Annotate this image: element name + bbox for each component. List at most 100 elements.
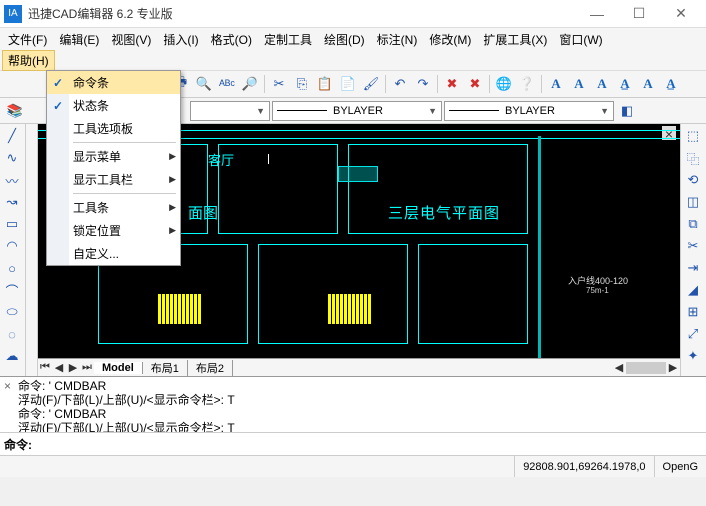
- menu-insert[interactable]: 插入(I): [157, 29, 204, 50]
- offset-tool[interactable]: ◫: [683, 192, 703, 212]
- chevron-down-icon[interactable]: ▼: [256, 106, 265, 116]
- help-dropdown: ✓命令条 ✓状态条 工具选项板 显示菜单▶ 显示工具栏▶ 工具条▶ 锁定位置▶ …: [46, 70, 181, 266]
- spellcheck-button[interactable]: ᴬᴮᶜ: [216, 73, 238, 95]
- modify-toolbar: ⬚ ⿻ ⟲ ◫ ⧉ ✂ ⇥ ◢ ⊞ ⤢ ✦: [680, 124, 706, 376]
- layer-combo[interactable]: ▼: [190, 101, 270, 121]
- tab-layout2[interactable]: 布局2: [188, 360, 233, 376]
- paste2-button[interactable]: 📄: [337, 73, 359, 95]
- stairs-2: [328, 294, 372, 327]
- layout-tabbar: ⏮ ◀ ▶ ⏭ Model 布局1 布局2 ◀ ▶: [38, 358, 680, 376]
- copy-button[interactable]: ⎘: [291, 73, 313, 95]
- text-a2[interactable]: A: [568, 73, 590, 95]
- dm-cmdbar[interactable]: ✓命令条: [47, 71, 180, 94]
- hscroll-left[interactable]: ◀: [612, 361, 626, 374]
- spline-tool[interactable]: 〰: [2, 170, 22, 190]
- text-a3[interactable]: A: [591, 73, 613, 95]
- cmd-close-icon[interactable]: ×: [4, 379, 18, 430]
- minimize-button[interactable]: —: [576, 0, 618, 28]
- chevron-down-icon[interactable]: ▼: [428, 106, 437, 116]
- rotate-tool[interactable]: ⟲: [683, 170, 703, 190]
- extend-tool[interactable]: ⇥: [683, 258, 703, 278]
- maximize-button[interactable]: ☐: [618, 0, 660, 28]
- command-line[interactable]: 命令:: [0, 433, 706, 455]
- array-tool[interactable]: ⊞: [683, 302, 703, 322]
- fillet-tool[interactable]: ◢: [683, 280, 703, 300]
- chevron-down-icon[interactable]: ▼: [600, 106, 609, 116]
- dm-showmenu[interactable]: 显示菜单▶: [47, 145, 180, 168]
- statusbar: 92808.901,69264.1978,0 OpenG: [0, 455, 706, 477]
- erase-button[interactable]: ✖: [441, 73, 463, 95]
- figure-label-2: 三层电气平面图: [388, 202, 500, 223]
- line-tool[interactable]: ╱: [2, 126, 22, 146]
- linetype-combo[interactable]: BYLAYER ▼: [272, 101, 442, 121]
- paste-button[interactable]: 📋: [314, 73, 336, 95]
- menu-exttools[interactable]: 扩展工具(X): [477, 29, 553, 50]
- point-tool[interactable]: ◌: [2, 324, 22, 344]
- titlebar: IA 迅捷CAD编辑器 6.2 专业版 — ☐ ✕: [0, 0, 706, 28]
- mirror-tool[interactable]: ⧉: [683, 214, 703, 234]
- menu-file[interactable]: 文件(F): [2, 29, 53, 50]
- dm-lockpos[interactable]: 锁定位置▶: [47, 219, 180, 242]
- command-history: × 命令: ' CMDBAR 浮动(F)/下部(L)/上部(U)/<显示命令栏>…: [0, 377, 706, 433]
- arc2-tool[interactable]: ⌒: [2, 280, 22, 300]
- dm-customize[interactable]: 自定义...: [47, 242, 180, 265]
- color-swatch[interactable]: ◧: [616, 100, 638, 122]
- preview-button[interactable]: 🔍: [193, 73, 215, 95]
- text-a1[interactable]: A: [545, 73, 567, 95]
- dm-toolpalette[interactable]: 工具选项板: [47, 117, 180, 140]
- layer-button[interactable]: 📚: [4, 100, 26, 122]
- menubar: 文件(F) 编辑(E) 视图(V) 插入(I) 格式(O) 定制工具 绘图(D)…: [0, 28, 706, 50]
- dm-showtoolbar[interactable]: 显示工具栏▶: [47, 168, 180, 191]
- copy-tool[interactable]: ⿻: [683, 148, 703, 168]
- lineweight-combo[interactable]: BYLAYER ▼: [444, 101, 614, 121]
- window-title: 迅捷CAD编辑器 6.2 专业版: [28, 5, 576, 22]
- command-prompt: 命令:: [4, 436, 32, 453]
- redo-button[interactable]: ↷: [412, 73, 434, 95]
- find-button[interactable]: 🔎: [239, 73, 261, 95]
- tab-model[interactable]: Model: [94, 362, 143, 374]
- hscroll-thumb[interactable]: [626, 362, 666, 374]
- menu-edit[interactable]: 编辑(E): [53, 29, 105, 50]
- menu-view[interactable]: 视图(V): [105, 29, 157, 50]
- tab-first[interactable]: ⏮: [38, 361, 52, 374]
- menu-custom[interactable]: 定制工具: [258, 29, 318, 50]
- command-area: × 命令: ' CMDBAR 浮动(F)/下部(L)/上部(U)/<显示命令栏>…: [0, 376, 706, 455]
- draw-toolbar: ╱ ∿ 〰 ↝ ▭ ◠ ○ ⌒ ⬭ ◌ ☁: [0, 124, 26, 376]
- circle-tool[interactable]: ○: [2, 258, 22, 278]
- text-a6[interactable]: A̲: [660, 73, 682, 95]
- text-a5[interactable]: A: [637, 73, 659, 95]
- ellipse-tool[interactable]: ⬭: [2, 302, 22, 322]
- undo-button[interactable]: ↶: [389, 73, 411, 95]
- move-tool[interactable]: ⬚: [683, 126, 703, 146]
- linetype-value: BYLAYER: [333, 105, 424, 117]
- erase2-button[interactable]: ✖: [464, 73, 486, 95]
- match-button[interactable]: 🖌: [360, 73, 382, 95]
- pline-tool[interactable]: ↝: [2, 192, 22, 212]
- text-a4[interactable]: A̲: [614, 73, 636, 95]
- dm-statusbar[interactable]: ✓状态条: [47, 94, 180, 117]
- menu-help[interactable]: 帮助(H): [2, 50, 55, 71]
- trim-tool[interactable]: ✂: [683, 236, 703, 256]
- arc-tool[interactable]: ◠: [2, 236, 22, 256]
- menu-draw[interactable]: 绘图(D): [318, 29, 371, 50]
- polyline-tool[interactable]: ∿: [2, 148, 22, 168]
- menu-format[interactable]: 格式(O): [205, 29, 258, 50]
- explode-tool[interactable]: ✦: [683, 346, 703, 366]
- rect-tool[interactable]: ▭: [2, 214, 22, 234]
- dm-toolbars[interactable]: 工具条▶: [47, 196, 180, 219]
- cut-button[interactable]: ✂: [268, 73, 290, 95]
- revcloud-tool[interactable]: ☁: [2, 346, 22, 366]
- scale-tool[interactable]: ⤢: [683, 324, 703, 344]
- menu-window[interactable]: 窗口(W): [553, 29, 608, 50]
- close-button[interactable]: ✕: [660, 0, 702, 28]
- command-input[interactable]: [32, 437, 702, 451]
- tab-last[interactable]: ⏭: [80, 361, 94, 374]
- tab-next[interactable]: ▶: [66, 361, 80, 374]
- tab-prev[interactable]: ◀: [52, 361, 66, 374]
- globe-button[interactable]: 🌐: [493, 73, 515, 95]
- tab-layout1[interactable]: 布局1: [143, 360, 188, 376]
- menu-modify[interactable]: 修改(M): [423, 29, 477, 50]
- menu-annotate[interactable]: 标注(N): [371, 29, 424, 50]
- help-button[interactable]: ❔: [516, 73, 538, 95]
- hscroll-right[interactable]: ▶: [666, 361, 680, 374]
